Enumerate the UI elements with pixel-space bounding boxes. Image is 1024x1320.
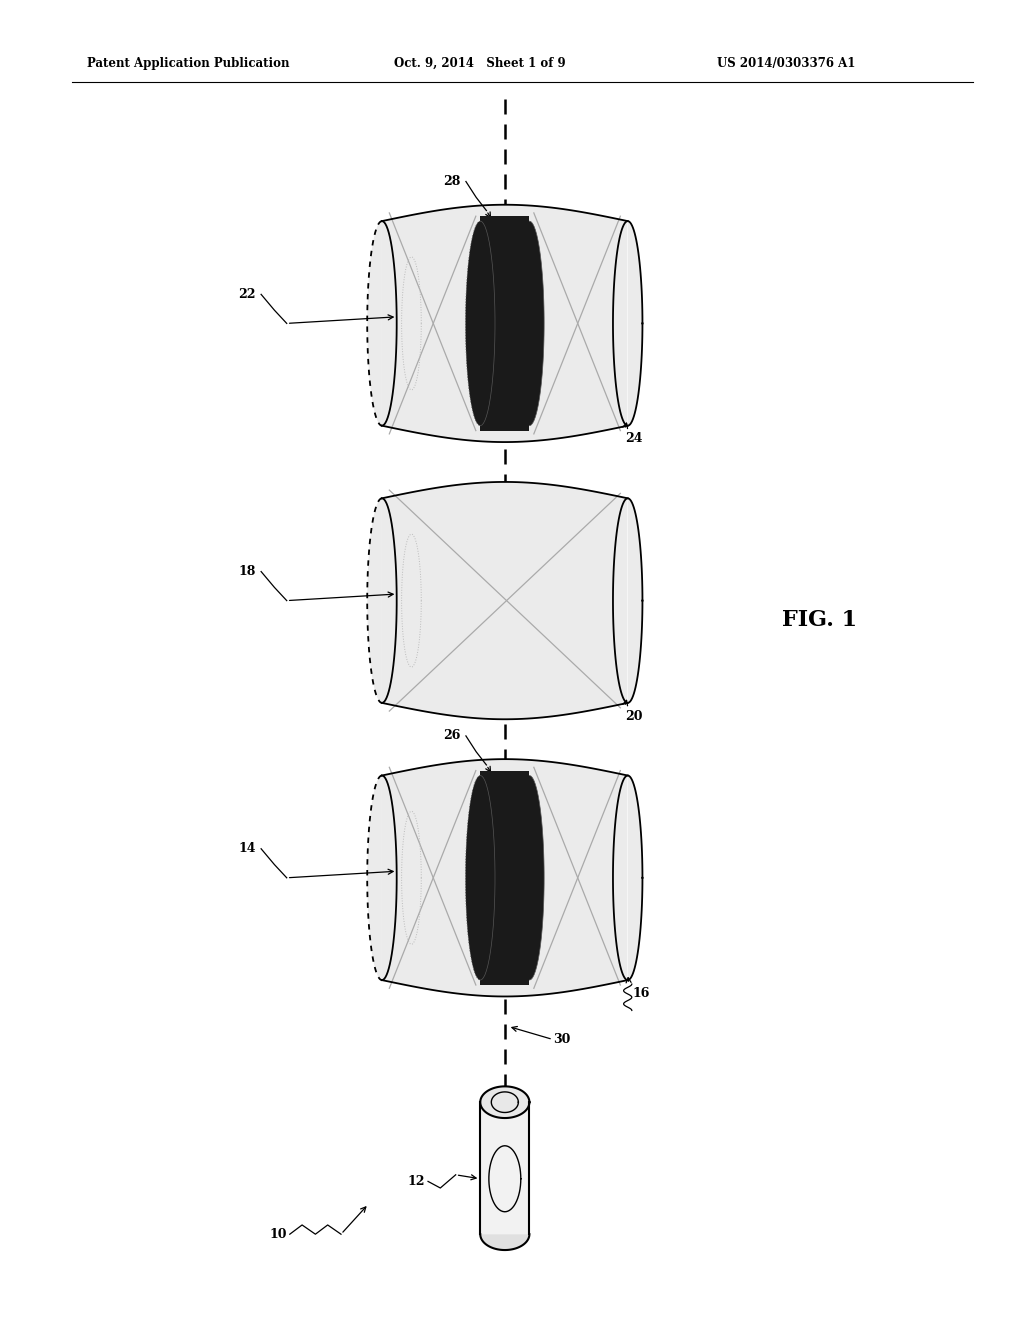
Polygon shape [480, 1234, 529, 1250]
Text: Patent Application Publication: Patent Application Publication [87, 57, 290, 70]
Polygon shape [368, 759, 642, 997]
Polygon shape [480, 216, 529, 430]
Text: 18: 18 [239, 565, 256, 578]
Polygon shape [480, 1102, 529, 1234]
Text: 28: 28 [443, 176, 461, 187]
Polygon shape [368, 205, 642, 442]
Text: 20: 20 [625, 710, 642, 722]
Text: 30: 30 [553, 1034, 570, 1045]
Text: FIG. 1: FIG. 1 [781, 610, 857, 631]
Text: 14: 14 [239, 842, 256, 855]
Polygon shape [515, 776, 544, 979]
Polygon shape [515, 222, 544, 425]
Polygon shape [480, 771, 529, 985]
Text: 10: 10 [269, 1228, 287, 1241]
Text: 16: 16 [633, 987, 650, 999]
Text: 24: 24 [625, 433, 642, 445]
Polygon shape [466, 776, 495, 979]
Polygon shape [368, 482, 642, 719]
Text: US 2014/0303376 A1: US 2014/0303376 A1 [717, 57, 855, 70]
Polygon shape [466, 222, 495, 425]
Text: 26: 26 [443, 730, 461, 742]
Text: Oct. 9, 2014   Sheet 1 of 9: Oct. 9, 2014 Sheet 1 of 9 [394, 57, 566, 70]
Text: 12: 12 [408, 1175, 425, 1188]
Text: 22: 22 [239, 288, 256, 301]
Polygon shape [480, 1086, 529, 1118]
